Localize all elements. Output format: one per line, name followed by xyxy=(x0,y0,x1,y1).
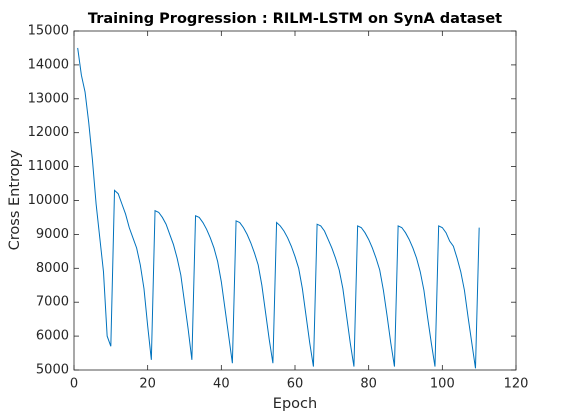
x-tick-label: 40 xyxy=(213,377,230,392)
x-tick-label: 120 xyxy=(504,377,529,392)
x-axis-label: Epoch xyxy=(273,396,317,412)
y-tick-label: 10000 xyxy=(28,193,69,208)
x-tick-label: 20 xyxy=(139,377,156,392)
y-tick-label: 6000 xyxy=(36,329,69,344)
y-tick-label: 5000 xyxy=(36,363,69,378)
y-tick-label: 8000 xyxy=(36,261,69,276)
y-axis-label: Cross Entropy xyxy=(7,149,23,250)
y-tick-label: 15000 xyxy=(28,24,69,39)
x-tick-label: 80 xyxy=(360,377,377,392)
y-tick-label: 14000 xyxy=(28,57,69,72)
y-tick-label: 9000 xyxy=(36,227,69,242)
y-tick-label: 7000 xyxy=(36,295,69,310)
chart-title: Training Progression : RILM-LSTM on SynA… xyxy=(88,11,502,27)
y-tick-label: 13000 xyxy=(28,91,69,106)
x-tick-label: 60 xyxy=(287,377,304,392)
y-tick-label: 11000 xyxy=(28,159,69,174)
plot-area xyxy=(73,30,517,371)
y-tick-label: 12000 xyxy=(28,125,69,140)
data-line xyxy=(77,47,480,369)
x-tick-label: 0 xyxy=(70,377,78,392)
x-tick-label: 100 xyxy=(430,377,455,392)
